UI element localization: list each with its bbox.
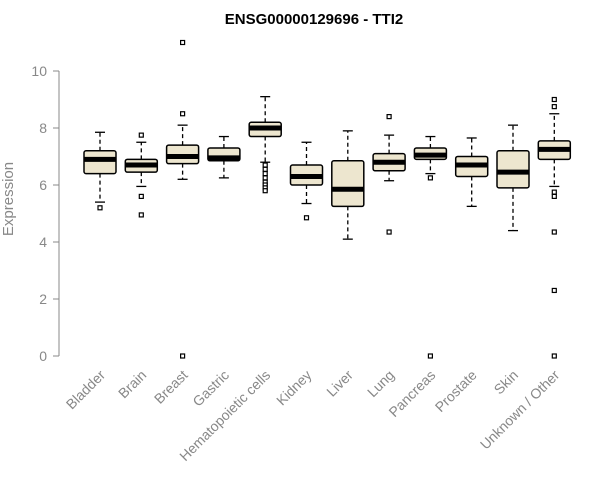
box-iqr bbox=[496, 150, 530, 189]
outlier-point bbox=[551, 96, 557, 103]
y-axis-title: Expression bbox=[0, 162, 17, 236]
y-tick-label: 8 bbox=[39, 120, 47, 136]
box-iqr bbox=[83, 150, 117, 175]
y-tick-label: 6 bbox=[39, 177, 47, 193]
outlier-point bbox=[138, 193, 144, 199]
outlier-point bbox=[303, 215, 310, 221]
box-group bbox=[165, 39, 200, 359]
outlier-point bbox=[551, 229, 557, 235]
x-category-label: Prostate bbox=[432, 367, 480, 415]
y-axis: 0 2 4 6 8 10 bbox=[31, 63, 60, 364]
outlier-point bbox=[551, 287, 557, 294]
outlier-point bbox=[262, 162, 268, 168]
y-tick-label: 0 bbox=[39, 348, 47, 364]
plot-area bbox=[83, 39, 572, 359]
box-group bbox=[124, 132, 159, 218]
box-group bbox=[83, 131, 117, 211]
outlier-point bbox=[262, 188, 268, 194]
outlier-point bbox=[180, 111, 186, 117]
x-category-label: Brain bbox=[115, 367, 149, 401]
outlier-point bbox=[180, 353, 186, 359]
box-group bbox=[331, 130, 365, 240]
box-group bbox=[248, 96, 282, 194]
outlier-point bbox=[427, 175, 433, 181]
x-category-label: Lung bbox=[364, 367, 397, 400]
box-group bbox=[537, 96, 572, 359]
outlier-point bbox=[551, 104, 557, 110]
x-category-label: Kidney bbox=[273, 367, 315, 409]
box-group bbox=[496, 124, 530, 232]
outlier-point bbox=[138, 212, 144, 218]
outlier-point bbox=[551, 353, 557, 359]
outlier-point bbox=[262, 175, 268, 181]
chart-title: ENSG00000129696 - TTI2 bbox=[225, 11, 403, 28]
outlier-point bbox=[551, 189, 557, 195]
box-group bbox=[372, 113, 406, 235]
outlier-point bbox=[138, 132, 144, 138]
outlier-point bbox=[97, 205, 103, 211]
y-tick-label: 4 bbox=[39, 234, 47, 250]
x-category-label: Breast bbox=[151, 367, 191, 407]
box-group bbox=[207, 135, 241, 179]
y-tick-label: 2 bbox=[39, 291, 47, 307]
x-category-label: Bladder bbox=[63, 367, 109, 413]
outlier-point bbox=[262, 171, 268, 177]
outlier-point bbox=[180, 39, 186, 46]
box-iqr bbox=[331, 160, 365, 208]
outlier-point bbox=[551, 193, 557, 199]
box-group bbox=[289, 141, 324, 221]
x-category-label: Skin bbox=[491, 367, 522, 398]
outlier-point bbox=[262, 166, 268, 172]
y-tick-label: 10 bbox=[31, 63, 47, 79]
outlier-point bbox=[386, 229, 392, 235]
outlier-point bbox=[386, 113, 392, 120]
x-category-label: Liver bbox=[323, 367, 356, 400]
outlier-point bbox=[427, 353, 433, 359]
box-group bbox=[454, 137, 489, 208]
box-group bbox=[413, 135, 448, 359]
